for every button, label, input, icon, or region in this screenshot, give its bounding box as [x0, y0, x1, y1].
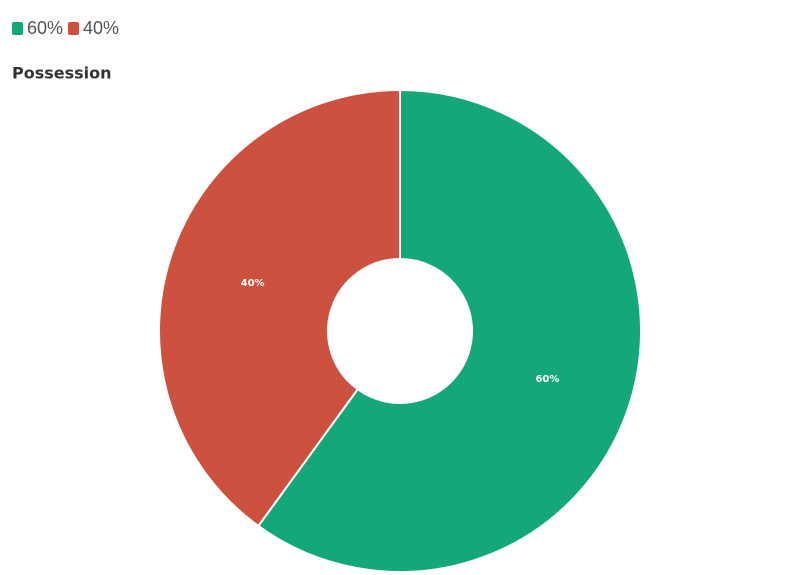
- slice-label: 40%: [241, 278, 265, 289]
- legend-text: 40%: [83, 18, 119, 38]
- legend-swatch: [68, 22, 80, 35]
- slice: [256, 88, 642, 573]
- legend-text: 60%: [27, 18, 63, 38]
- legend-swatch: [12, 22, 23, 35]
- chart-title: Possession: [12, 64, 112, 83]
- slice-label: 60%: [535, 374, 559, 385]
- slice: [158, 88, 401, 528]
